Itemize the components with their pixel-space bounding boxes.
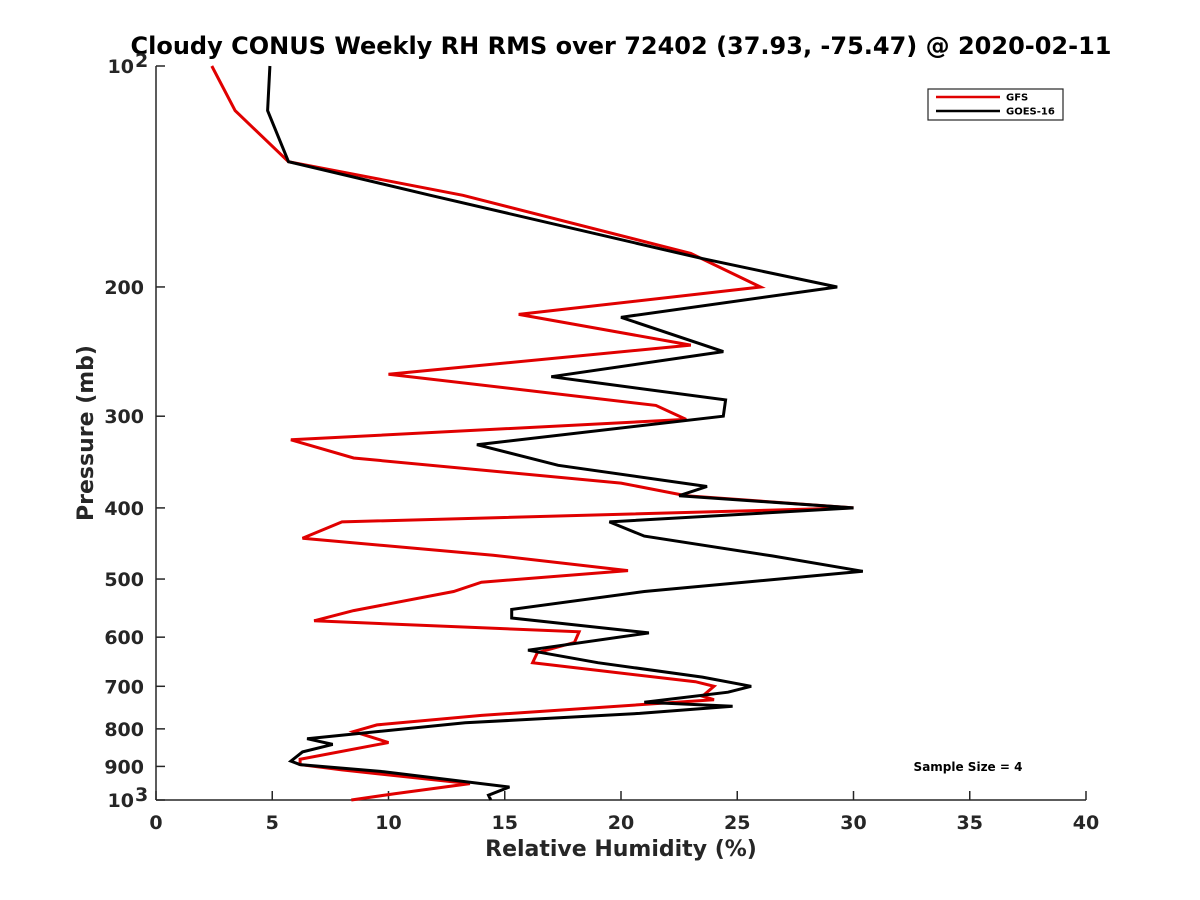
x-tick-label: 35 — [957, 812, 983, 834]
x-tick-label: 20 — [608, 812, 634, 834]
x-tick-label: 25 — [724, 812, 750, 834]
y-tick-label: 500 — [104, 569, 144, 591]
x-tick-label: 5 — [266, 812, 279, 834]
sample-size-annotation: Sample Size = 4 — [914, 760, 1023, 774]
x-tick-label: 30 — [840, 812, 866, 834]
x-tick-label: 15 — [492, 812, 518, 834]
series-line-gfs — [210, 65, 854, 802]
legend-box — [927, 88, 1064, 121]
x-tick-label: 0 — [149, 812, 162, 834]
y-tick-label: 900 — [104, 756, 144, 778]
x-axis-label: Relative Humidity (%) — [485, 837, 757, 862]
y-tick-label: 300 — [104, 406, 144, 428]
y-tick-exponent: 2 — [135, 50, 148, 72]
legend: GFS GOES-16 — [927, 88, 1064, 121]
y-axis-label: Pressure (mb) — [74, 345, 99, 521]
legend-label: GFS — [1006, 93, 1028, 104]
series-layer — [210, 65, 864, 802]
y-tick-label: 10 — [108, 56, 134, 78]
y-tick-label: 600 — [104, 627, 144, 649]
y-tick-label: 10 — [108, 790, 134, 812]
series-line-goes-16 — [266, 65, 864, 801]
x-tick-label: 10 — [375, 812, 401, 834]
legend-label: GOES-16 — [1006, 107, 1055, 118]
x-ticks: 0 5 10 15 20 25 30 35 40 — [149, 791, 1099, 834]
chart-title: Cloudy CONUS Weekly RH RMS over 72402 (3… — [131, 32, 1112, 60]
y-tick-exponent: 3 — [135, 784, 148, 806]
y-tick-label: 700 — [104, 676, 144, 698]
y-tick-label: 800 — [104, 719, 144, 741]
x-tick-label: 40 — [1073, 812, 1099, 834]
y-tick-label: 200 — [104, 277, 144, 299]
y-tick-label: 400 — [104, 498, 144, 520]
